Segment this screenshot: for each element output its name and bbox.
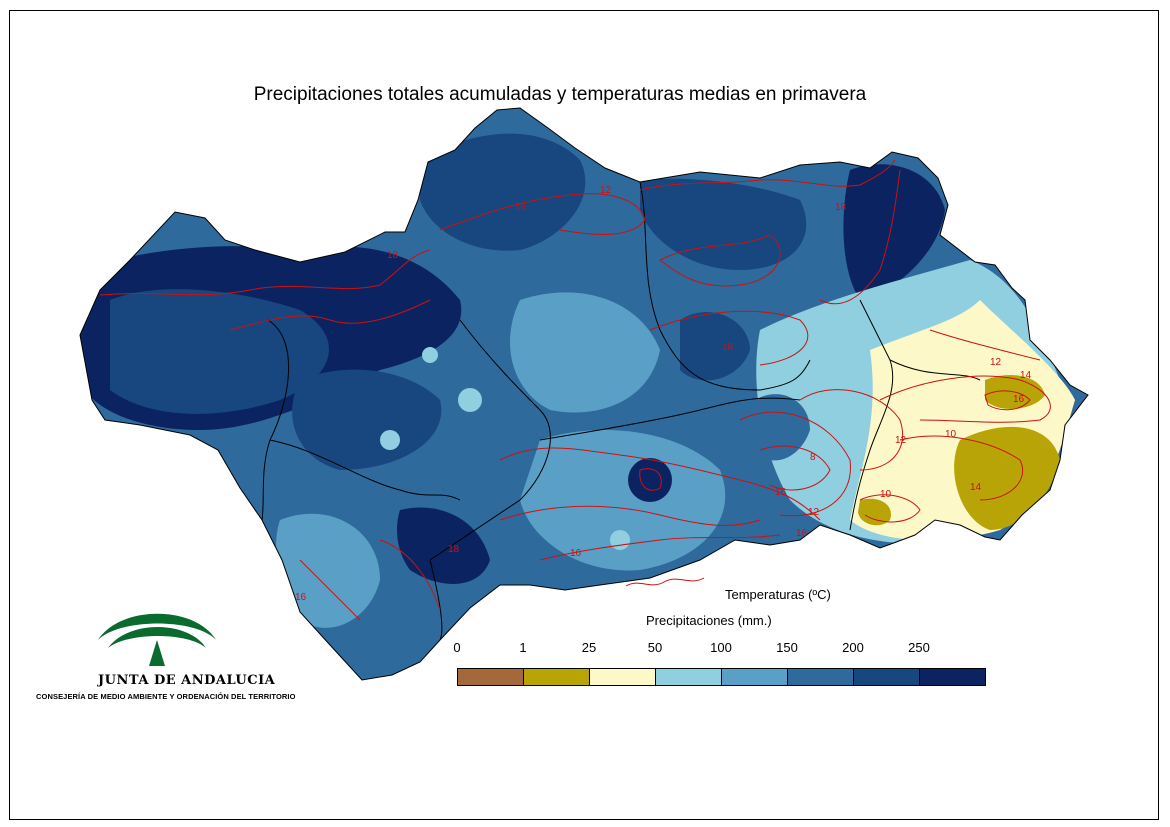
isotherm-label: 16 bbox=[796, 528, 808, 539]
isotherm-label: 18 bbox=[835, 202, 847, 213]
temperature-legend-label: Temperaturas (ºC) bbox=[725, 587, 831, 602]
isotherm-label: 10 bbox=[945, 429, 957, 440]
legend-swatch bbox=[721, 668, 788, 686]
legend-tick: 200 bbox=[842, 640, 864, 655]
precipitation-layer bbox=[80, 108, 1088, 680]
map-frame bbox=[9, 10, 1159, 820]
legend-swatch bbox=[787, 668, 854, 686]
isotherm-label: 16 bbox=[1013, 394, 1025, 405]
isotherm-label: 14 bbox=[1020, 370, 1032, 381]
isotherm-label: 12 bbox=[990, 357, 1002, 368]
legend-tick: 150 bbox=[776, 640, 798, 655]
map-title: Precipitaciones totales acumuladas y tem… bbox=[253, 84, 867, 105]
isotherm-label: 12 bbox=[600, 185, 612, 196]
legend-swatch bbox=[655, 668, 722, 686]
isotherm-label: 16 bbox=[515, 202, 527, 213]
isotherm-layer bbox=[99, 159, 1051, 621]
legend-tick: 1 bbox=[519, 640, 527, 655]
legend-swatch bbox=[919, 668, 986, 686]
junta-logo-icon bbox=[98, 613, 216, 666]
logo-subtitle: CONSEJERÍA DE MEDIO AMBIENTE Y ORDENACIÓ… bbox=[36, 692, 296, 701]
legend-swatch bbox=[523, 668, 590, 686]
isotherm-label: 18 bbox=[448, 544, 460, 555]
isotherm-label: 18 bbox=[387, 250, 399, 261]
legend-tick: 100 bbox=[710, 640, 732, 655]
legend-tick: 250 bbox=[908, 640, 930, 655]
isotherm-label: 14 bbox=[970, 482, 982, 493]
logo-name: JUNTA DE ANDALUCIA bbox=[98, 673, 276, 688]
isotherm-label: 16 bbox=[570, 548, 582, 559]
temperature-legend-line bbox=[625, 577, 705, 587]
isotherm-label: 10 bbox=[880, 489, 892, 500]
precipitation-legend-label: Precipitaciones (mm.) bbox=[646, 613, 772, 628]
legend-tick: 0 bbox=[453, 640, 461, 655]
province-borders bbox=[261, 181, 981, 641]
isotherm-label: 16 bbox=[775, 487, 787, 498]
isotherm-label: 8 bbox=[810, 452, 816, 463]
isotherm-label: 12 bbox=[808, 507, 820, 518]
isotherm-label: 18 bbox=[722, 342, 734, 353]
legend-swatch bbox=[853, 668, 920, 686]
legend-swatch bbox=[589, 668, 656, 686]
isotherm-label: 16 bbox=[295, 592, 307, 603]
legend-tick: 50 bbox=[647, 640, 663, 655]
legend-tick: 25 bbox=[581, 640, 597, 655]
isotherm-label: 12 bbox=[895, 435, 907, 446]
isotherm-labels: 8 10 10 12 12 12 12 14 14 16 16 16 16 16… bbox=[295, 185, 1032, 603]
legend-swatch bbox=[457, 668, 524, 686]
